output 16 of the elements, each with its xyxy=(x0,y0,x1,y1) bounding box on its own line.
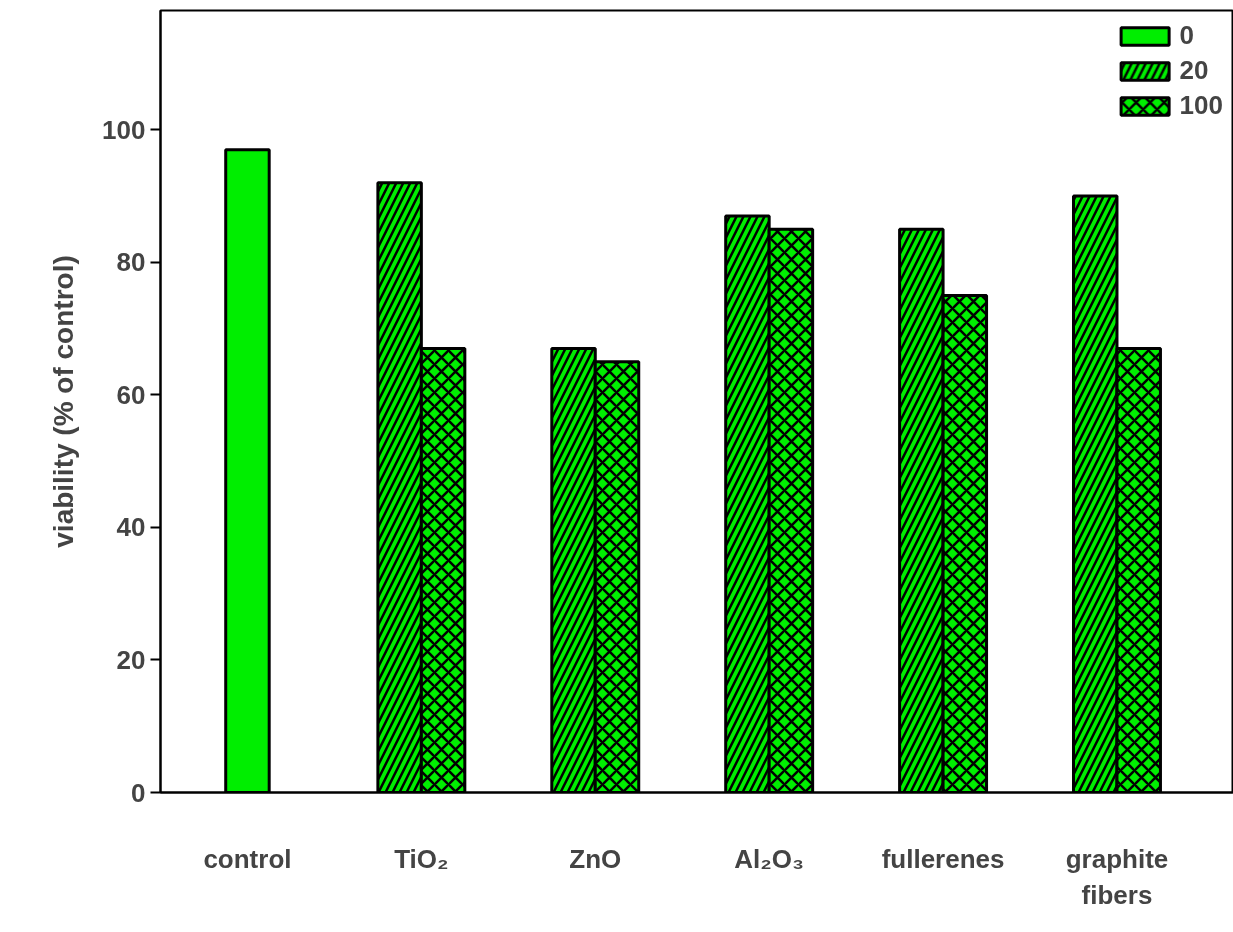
y-tick-label: 60 xyxy=(116,379,146,410)
legend-label: 0 xyxy=(1179,20,1196,51)
y-tick-label: 20 xyxy=(116,644,146,675)
x-tick-label: fullerenes xyxy=(881,843,1005,874)
legend-label: 20 xyxy=(1179,55,1209,86)
y-tick-label: 0 xyxy=(131,777,146,808)
x-tick-label: TiO₂ xyxy=(394,843,449,874)
x-tick-label: Al₂O₃ xyxy=(734,843,805,874)
x-tick-label: graphite fibers xyxy=(1065,843,1169,910)
x-tick-label: ZnO xyxy=(569,843,622,874)
y-tick-label: 40 xyxy=(116,512,146,543)
y-tick-label: 100 xyxy=(102,114,146,145)
y-axis-title: viability (% of control) xyxy=(48,255,80,548)
x-tick-label: control xyxy=(203,843,292,874)
legend-label: 100 xyxy=(1179,90,1223,121)
y-tick-label: 80 xyxy=(116,247,146,278)
